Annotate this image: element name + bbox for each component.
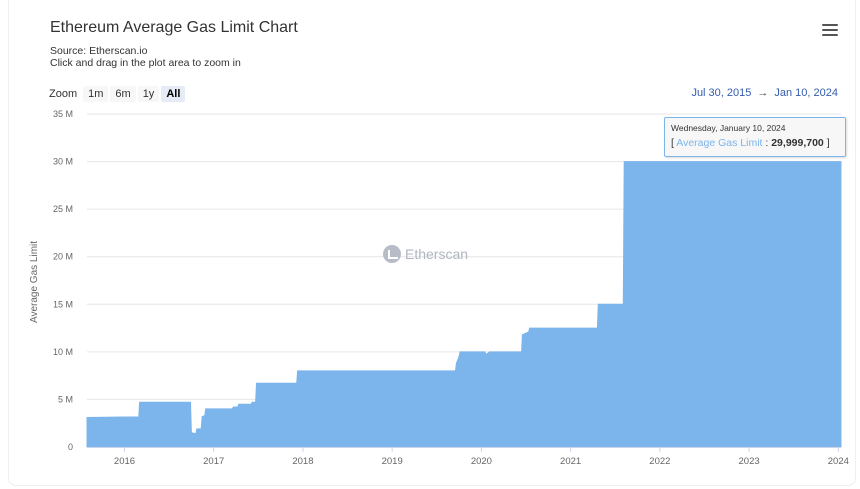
y-tick-label: 25 M bbox=[53, 204, 73, 214]
range-to-input[interactable]: Jan 10, 2024 bbox=[774, 87, 838, 99]
zoom-all-button[interactable]: All bbox=[161, 86, 186, 102]
y-axis-ticks: 0 5 M 10 M 15 M 20 M 25 M 30 M 35 M bbox=[53, 109, 73, 452]
zoom-selector: Zoom 1m 6m 1y All bbox=[49, 86, 187, 102]
tooltip-separator: : bbox=[765, 137, 769, 149]
range-arrow-icon: → bbox=[757, 87, 769, 99]
y-tick-label: 10 M bbox=[53, 347, 73, 357]
chart-subtitle: Source: Etherscan.io Click and drag in t… bbox=[50, 45, 241, 69]
x-tick-label: 2018 bbox=[292, 456, 313, 467]
tooltip-series-name: Average Gas Limit bbox=[676, 137, 763, 149]
x-tick-label: 2022 bbox=[649, 456, 670, 467]
etherscan-watermark: Etherscan bbox=[383, 245, 468, 263]
hamburger-menu-icon[interactable] bbox=[822, 24, 838, 38]
x-tick-label: 2017 bbox=[203, 456, 224, 467]
x-tick-label: 2019 bbox=[382, 456, 403, 467]
range-from-input[interactable]: Jul 30, 2015 bbox=[691, 87, 752, 99]
zoom-6m-button[interactable]: 6m bbox=[110, 86, 136, 102]
x-tick-label: 2016 bbox=[114, 456, 135, 467]
watermark-text: Etherscan bbox=[405, 246, 469, 262]
tooltip-date: Wednesday, January 10, 2024 bbox=[671, 123, 786, 133]
y-tick-label: 5 M bbox=[58, 394, 73, 404]
tooltip-open-bracket: [ bbox=[671, 137, 674, 149]
y-tick-label: 0 bbox=[68, 442, 73, 452]
y-tick-label: 35 M bbox=[53, 109, 73, 119]
area-series bbox=[86, 161, 842, 448]
y-axis-label: Average Gas Limit bbox=[29, 241, 40, 323]
y-tick-label: 20 M bbox=[53, 252, 73, 262]
tooltip-close-bracket: ] bbox=[826, 137, 830, 149]
zoom-label: Zoom bbox=[49, 88, 78, 100]
x-tick-label: 2020 bbox=[471, 456, 492, 467]
x-tick-label: 2023 bbox=[739, 456, 760, 467]
zoom-1m-button[interactable]: 1m bbox=[83, 86, 109, 102]
zoom-hint-text: Click and drag in the plot area to zoom … bbox=[50, 57, 241, 69]
source-text: Source: Etherscan.io bbox=[50, 45, 148, 57]
gas-limit-area bbox=[86, 161, 842, 448]
zoom-1y-button[interactable]: 1y bbox=[137, 86, 160, 102]
y-tick-label: 30 M bbox=[53, 157, 73, 167]
y-tick-label: 15 M bbox=[53, 299, 73, 309]
etherscan-logo-icon bbox=[383, 245, 401, 263]
date-range: Jul 30, 2015 → Jan 10, 2024 bbox=[640, 87, 838, 99]
x-tick-label: 2021 bbox=[560, 456, 581, 467]
chart-title: Ethereum Average Gas Limit Chart bbox=[50, 19, 298, 36]
data-tooltip: Wednesday, January 10, 2024 [ Average Ga… bbox=[664, 117, 846, 157]
tooltip-value: 29,999,700 bbox=[771, 137, 824, 149]
x-tick-label: 2024 bbox=[828, 456, 849, 467]
tooltip-line: [ Average Gas Limit : 29,999,700 ] bbox=[671, 137, 830, 149]
x-axis-ticks: 2016 2017 2018 2019 2020 2021 2022 2023 2024 bbox=[87, 447, 849, 467]
